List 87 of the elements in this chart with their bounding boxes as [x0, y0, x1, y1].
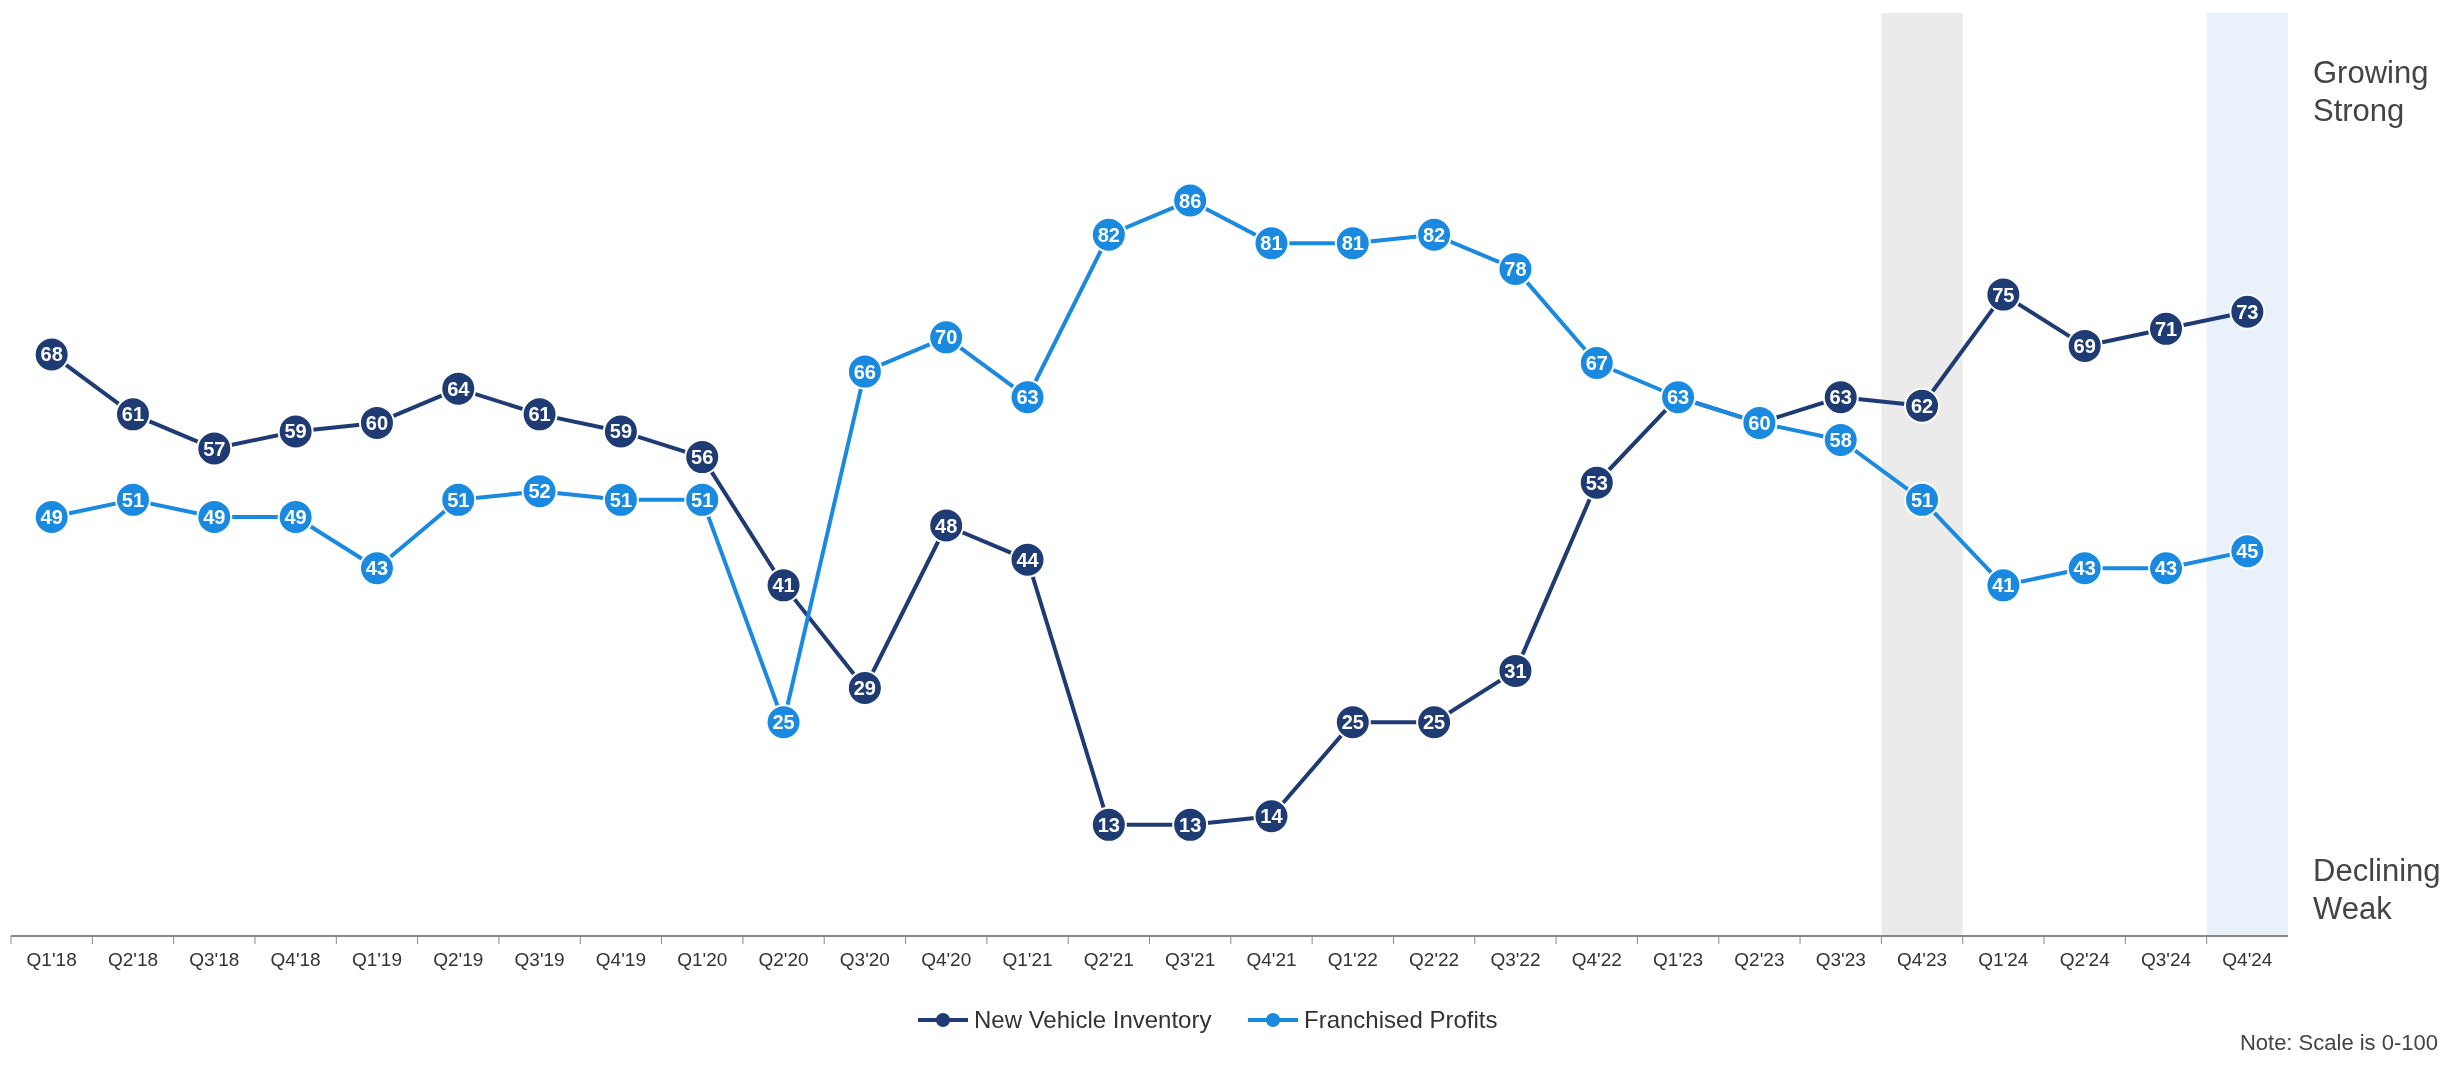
data-label: 71	[2154, 317, 2178, 340]
data-label: 59	[609, 420, 633, 443]
x-tick-label: Q2'22	[1409, 949, 1460, 970]
data-label: 81	[1341, 232, 1364, 255]
data-label: 70	[935, 326, 958, 349]
x-tick-label: Q1'23	[1653, 949, 1704, 970]
data-label: 25	[1341, 711, 1364, 734]
data-label: 67	[1585, 352, 1608, 375]
data-label: 57	[203, 437, 226, 460]
legend-label: Franchised Profits	[1304, 1006, 1498, 1034]
x-tick-label: Q3'24	[2140, 949, 2192, 970]
x-tick-label: Q1'24	[1978, 949, 2029, 970]
data-label: 43	[365, 557, 389, 580]
data-label: 49	[284, 505, 307, 528]
x-tick-label: Q4'22	[1571, 949, 1622, 970]
data-label: 43	[2073, 557, 2096, 580]
data-label: 81	[1260, 232, 1283, 255]
x-tick-label: Q1'21	[1002, 949, 1053, 970]
data-label: 53	[1585, 471, 1608, 494]
x-tick-label: Q3'20	[839, 949, 890, 970]
data-label: 78	[1504, 257, 1527, 280]
data-label: 51	[121, 488, 145, 511]
data-label: 51	[691, 488, 714, 511]
x-tick-label: Q4'18	[270, 949, 321, 970]
x-tick-label: Q1'22	[1327, 949, 1378, 970]
data-label: 82	[1097, 223, 1120, 246]
x-tick-label: Q4'21	[1246, 949, 1297, 970]
data-label: 13	[1179, 813, 1202, 836]
x-tick-label: Q4'19	[595, 949, 646, 970]
data-label: 29	[853, 677, 876, 699]
data-label: 82	[1423, 223, 1446, 246]
x-tick-label: Q3'18	[189, 949, 240, 970]
data-label: 25	[772, 711, 795, 734]
x-tick-label: Q3'19	[514, 949, 565, 970]
data-label: 63	[1666, 386, 1690, 409]
data-label: 48	[935, 514, 958, 537]
x-tick-label: Q3'21	[1165, 949, 1216, 970]
data-label: 44	[1016, 548, 1040, 571]
data-label: 49	[40, 505, 63, 528]
data-label: 43	[2154, 557, 2178, 580]
data-label: 56	[691, 446, 714, 469]
data-label: 75	[1992, 283, 2015, 306]
data-label: 62	[1910, 394, 1934, 417]
data-label: 60	[365, 411, 389, 434]
x-tick-label: Q2'21	[1083, 949, 1134, 970]
legend-label: New Vehicle Inventory	[974, 1006, 1212, 1034]
x-tick-label: Q4'24	[2222, 949, 2273, 970]
data-label: 86	[1179, 189, 1202, 212]
data-label: 63	[1829, 386, 1852, 409]
data-label: 51	[1910, 488, 1934, 511]
x-tick-label: Q1'19	[351, 949, 402, 970]
x-tick-label: Q4'23	[1897, 949, 1948, 970]
data-label: 58	[1829, 428, 1852, 451]
data-label: 61	[528, 403, 551, 426]
data-label: 52	[528, 480, 551, 503]
x-tick-label: Q1'20	[677, 949, 728, 970]
data-label: 51	[609, 488, 633, 511]
data-label: 25	[1423, 711, 1446, 734]
data-label: 61	[121, 403, 145, 426]
x-tick-label: Q2'19	[433, 949, 484, 970]
data-label: 63	[1016, 386, 1039, 409]
x-tick-label: Q3'23	[1815, 949, 1866, 970]
data-label: 64	[447, 377, 471, 400]
data-label: 41	[772, 574, 795, 597]
data-label: 14	[1260, 805, 1284, 828]
data-label: 59	[284, 420, 307, 443]
data-label: 66	[853, 360, 876, 383]
x-tick-label: Q4'20	[921, 949, 972, 970]
x-tick-label: Q1'18	[26, 949, 77, 970]
data-label: 51	[447, 488, 470, 511]
x-tick-label: Q2'20	[758, 949, 809, 970]
data-label: 68	[40, 343, 63, 366]
data-label: 69	[2073, 334, 2096, 357]
data-label: 73	[2236, 300, 2259, 323]
x-tick-label: Q2'24	[2059, 949, 2111, 970]
data-label: 45	[2236, 540, 2259, 563]
data-label: 60	[1748, 411, 1771, 434]
data-label: 41	[1992, 574, 2015, 597]
x-tick-label: Q2'18	[107, 949, 159, 970]
data-label: 49	[203, 505, 226, 528]
x-tick-label: Q2'23	[1734, 949, 1785, 970]
text: Growing Strong	[2313, 55, 2429, 128]
text: Note: Scale is 0-100	[2239, 1030, 2438, 1055]
text: Declining Weak	[2313, 853, 2441, 926]
data-label: 13	[1097, 813, 1120, 836]
x-tick-label: Q3'22	[1490, 949, 1541, 970]
data-label: 31	[1504, 659, 1527, 682]
